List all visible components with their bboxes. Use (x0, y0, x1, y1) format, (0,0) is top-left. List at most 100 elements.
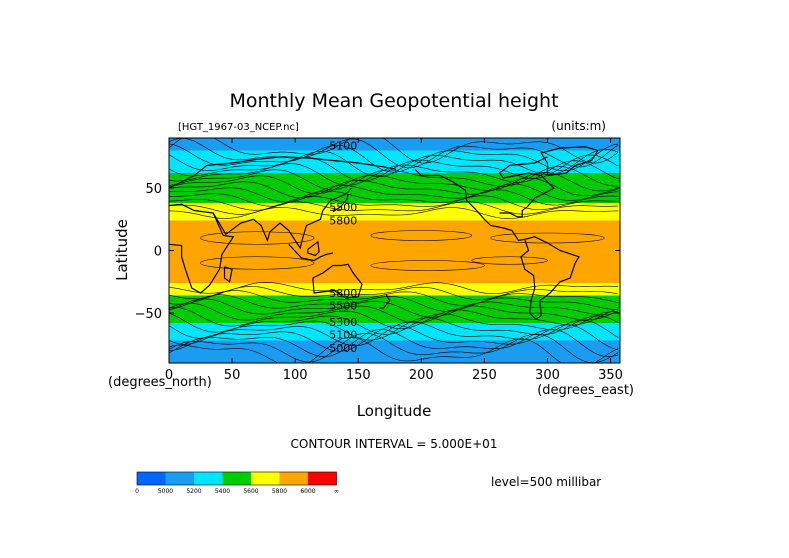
colorbar-swatch (308, 472, 337, 485)
x-axis-label: Longitude (357, 402, 432, 420)
contour-label: 5800 (329, 287, 357, 300)
contour-loop (200, 256, 315, 270)
contour-line (169, 302, 619, 324)
colorbar-frame (136, 471, 337, 486)
coastline (540, 146, 599, 177)
x-tick-label: 50 (224, 368, 241, 383)
level-text: level=500 millibar (491, 475, 601, 489)
colorbar-label: 5400 (215, 488, 230, 495)
y-tick-label: −50 (135, 307, 162, 322)
height-band (169, 190, 620, 203)
x-tick-label: 0 (165, 368, 173, 383)
height-band (169, 295, 620, 308)
coastline (498, 156, 555, 218)
x-tick-label: 100 (283, 368, 308, 383)
contour-line (169, 311, 619, 335)
contour-loop (370, 260, 485, 271)
height-band (169, 220, 620, 283)
contour-label: 5500 (329, 300, 357, 313)
y-axis-label: Latitude (113, 219, 131, 281)
colorbar-swatch (279, 472, 308, 485)
x-tick-label: 350 (598, 368, 623, 383)
chart-subtitle-file: [HGT_1967-03_NCEP.nc] (178, 122, 299, 133)
colorbar-label: 5000 (158, 488, 173, 495)
coastline (307, 240, 320, 257)
coastline (223, 266, 233, 283)
contour-line (169, 298, 619, 318)
contour-label: 5300 (329, 316, 357, 329)
contour-line (169, 290, 619, 306)
chart-title: Monthly Mean Geopotential height (229, 90, 558, 112)
contour-line (169, 160, 619, 186)
colorbar-swatch (165, 472, 194, 485)
colorbar-label: 5600 (243, 488, 258, 495)
contour-line (169, 336, 619, 363)
contour-line (169, 332, 619, 363)
contour-loop (370, 230, 473, 241)
y-axis-unit: (degrees_north) (108, 375, 212, 390)
x-tick-label: 250 (472, 368, 497, 383)
contour-label: 5100 (329, 140, 357, 153)
colorbar-label: 0 (135, 488, 139, 495)
contour-line (169, 207, 619, 219)
colorbar-label: 5200 (186, 488, 201, 495)
contour-line (169, 319, 619, 347)
coastline (414, 168, 525, 242)
coastline (288, 243, 334, 262)
colorbar-label: 5800 (272, 488, 287, 495)
contour-line (169, 294, 619, 312)
colorbar: 0 5000 5200 5400 5600 5800 6000 ∞ (135, 471, 339, 495)
contour-line (169, 143, 619, 173)
colorbar-swatch (222, 472, 251, 485)
contour-label: 5500 (329, 201, 357, 214)
contour-line (169, 201, 619, 215)
colorbar-swatch (137, 472, 166, 485)
colorbar-swatch (194, 472, 223, 485)
height-band (169, 340, 620, 363)
x-axis: 0 50 100 150 200 250 300 350 (165, 138, 623, 383)
x-tick-label: 300 (535, 368, 560, 383)
height-band (169, 323, 620, 341)
contour-label: 5000 (329, 342, 357, 355)
contour-interval-text: CONTOUR INTERVAL = 5.000E+01 (291, 437, 498, 451)
contour-line (169, 195, 619, 211)
colorbar-label: ∞ (334, 488, 339, 495)
contour-line (169, 166, 619, 190)
coastline (332, 194, 349, 213)
contour-line (169, 328, 619, 358)
contour-line (169, 286, 619, 300)
contour-line (169, 306, 619, 330)
x-tick-label: 150 (346, 368, 371, 383)
contour-line (169, 171, 619, 195)
contour-label: 5100 (329, 328, 357, 341)
height-band (169, 173, 620, 191)
contour-loop (200, 231, 315, 245)
contour-line (169, 189, 619, 207)
contour-line (169, 138, 619, 164)
height-band (169, 138, 620, 151)
coastline (379, 293, 391, 309)
colorbar-swatch (251, 472, 280, 485)
coastline (212, 187, 353, 250)
height-band (169, 203, 620, 221)
contour-line (169, 183, 619, 203)
contour-line (169, 177, 619, 199)
continent-outlines (169, 146, 599, 321)
coastline (169, 156, 397, 189)
contour-label: 5800 (329, 215, 357, 228)
colorbar-label: 6000 (300, 488, 315, 495)
coastline (520, 236, 580, 321)
y-tick-label: 0 (154, 245, 162, 260)
coastline (169, 203, 235, 294)
x-axis-unit: (degrees_east) (537, 383, 634, 398)
y-tick-label: 50 (145, 182, 162, 197)
height-band (169, 308, 620, 323)
contour-line (169, 281, 619, 295)
contour-loop (471, 256, 548, 265)
contour-line (169, 324, 619, 352)
coastline (312, 263, 363, 299)
x-tick-label: 200 (409, 368, 434, 383)
